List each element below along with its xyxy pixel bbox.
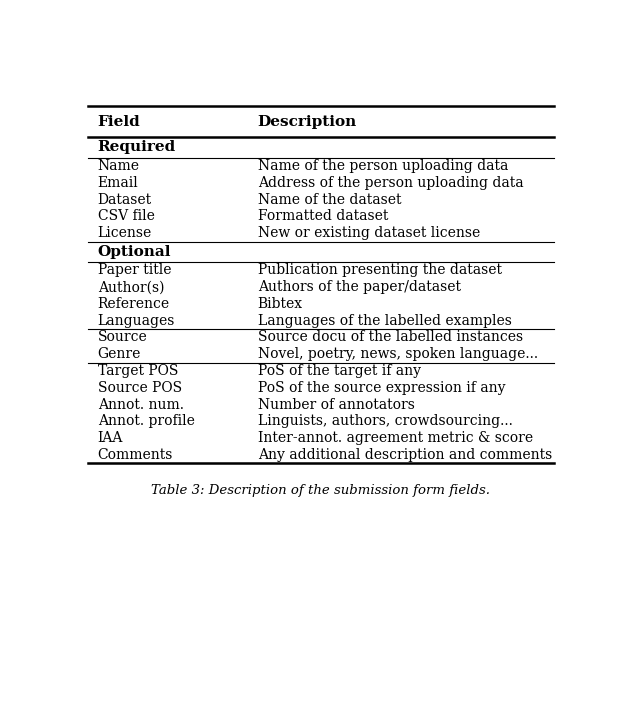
Text: Comments: Comments — [98, 448, 173, 462]
Text: PoS of the target if any: PoS of the target if any — [258, 364, 421, 378]
Text: Bibtex: Bibtex — [258, 297, 303, 311]
Text: Languages: Languages — [98, 314, 175, 328]
Text: Source POS: Source POS — [98, 380, 182, 395]
Text: Author(s): Author(s) — [98, 280, 164, 294]
Text: Formatted dataset: Formatted dataset — [258, 209, 388, 223]
Text: Linguists, authors, crowdsourcing...: Linguists, authors, crowdsourcing... — [258, 414, 513, 428]
Text: Email: Email — [98, 176, 138, 190]
Text: IAA: IAA — [98, 431, 123, 445]
Text: Paper title: Paper title — [98, 263, 171, 277]
Text: Authors of the paper/dataset: Authors of the paper/dataset — [258, 280, 461, 294]
Text: Annot. num.: Annot. num. — [98, 397, 183, 411]
Text: Number of annotators: Number of annotators — [258, 397, 414, 411]
Text: License: License — [98, 226, 152, 240]
Text: Optional: Optional — [98, 245, 171, 259]
Text: Novel, poetry, news, spoken language...: Novel, poetry, news, spoken language... — [258, 347, 538, 362]
Text: Publication presenting the dataset: Publication presenting the dataset — [258, 263, 502, 277]
Text: Reference: Reference — [98, 297, 170, 311]
Text: Name of the person uploading data: Name of the person uploading data — [258, 159, 508, 173]
Text: Required: Required — [98, 140, 176, 154]
Text: Source docu of the labelled instances: Source docu of the labelled instances — [258, 331, 523, 345]
Text: PoS of the source expression if any: PoS of the source expression if any — [258, 380, 505, 395]
Text: Field: Field — [98, 114, 140, 128]
Text: CSV file: CSV file — [98, 209, 155, 223]
Text: New or existing dataset license: New or existing dataset license — [258, 226, 480, 240]
Text: Any additional description and comments: Any additional description and comments — [258, 448, 552, 462]
Text: Name of the dataset: Name of the dataset — [258, 192, 401, 206]
Text: Annot. profile: Annot. profile — [98, 414, 195, 428]
Text: Table 3: Description of the submission form fields.: Table 3: Description of the submission f… — [151, 484, 490, 497]
Text: Languages of the labelled examples: Languages of the labelled examples — [258, 314, 511, 328]
Text: Inter-annot. agreement metric & score: Inter-annot. agreement metric & score — [258, 431, 533, 445]
Text: Target POS: Target POS — [98, 364, 178, 378]
Text: Name: Name — [98, 159, 140, 173]
Text: Address of the person uploading data: Address of the person uploading data — [258, 176, 523, 190]
Text: Genre: Genre — [98, 347, 141, 362]
Text: Description: Description — [258, 114, 357, 128]
Text: Source: Source — [98, 331, 147, 345]
Text: Dataset: Dataset — [98, 192, 151, 206]
